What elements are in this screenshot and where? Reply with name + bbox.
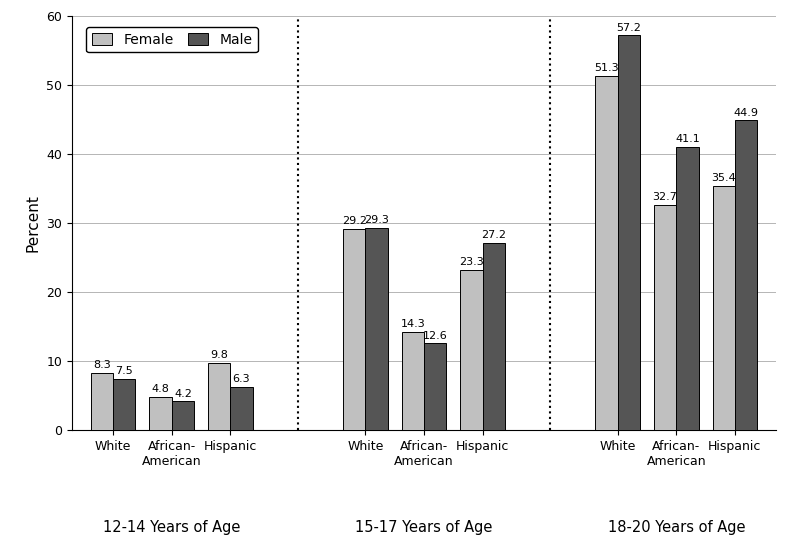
Text: 6.3: 6.3: [233, 374, 250, 384]
Text: 12.6: 12.6: [422, 331, 447, 341]
Text: 18-20 Years of Age: 18-20 Years of Age: [607, 520, 745, 535]
Bar: [713, 186, 735, 430]
Text: 9.8: 9.8: [210, 350, 228, 360]
Bar: [366, 228, 388, 430]
Text: 35.4: 35.4: [711, 173, 736, 183]
Bar: [402, 331, 424, 430]
Bar: [343, 229, 366, 430]
Text: 29.3: 29.3: [364, 215, 389, 225]
Y-axis label: Percent: Percent: [26, 194, 41, 252]
Bar: [424, 343, 446, 430]
Bar: [172, 401, 194, 430]
Bar: [676, 147, 698, 430]
Text: 14.3: 14.3: [401, 319, 426, 329]
Text: 12-14 Years of Age: 12-14 Years of Age: [103, 520, 241, 535]
Text: 51.3: 51.3: [594, 63, 618, 74]
Text: 44.9: 44.9: [734, 108, 758, 118]
Bar: [208, 363, 230, 430]
Text: 7.5: 7.5: [115, 366, 133, 376]
Text: 15-17 Years of Age: 15-17 Years of Age: [355, 520, 493, 535]
Text: 27.2: 27.2: [482, 230, 506, 240]
Bar: [460, 270, 482, 430]
Text: 32.7: 32.7: [653, 192, 678, 202]
Bar: [595, 76, 618, 430]
Text: 4.8: 4.8: [152, 385, 170, 394]
Bar: [230, 387, 253, 430]
Bar: [482, 243, 505, 430]
Text: 29.2: 29.2: [342, 216, 366, 226]
Text: 57.2: 57.2: [616, 23, 641, 33]
Legend: Female, Male: Female, Male: [86, 27, 258, 52]
Text: 23.3: 23.3: [459, 257, 484, 267]
Bar: [90, 373, 113, 430]
Text: 8.3: 8.3: [93, 360, 110, 370]
Text: 41.1: 41.1: [675, 134, 700, 144]
Bar: [618, 36, 640, 430]
Bar: [150, 397, 172, 430]
Bar: [654, 204, 676, 430]
Bar: [735, 121, 758, 430]
Text: 4.2: 4.2: [174, 388, 192, 399]
Bar: [113, 379, 135, 430]
